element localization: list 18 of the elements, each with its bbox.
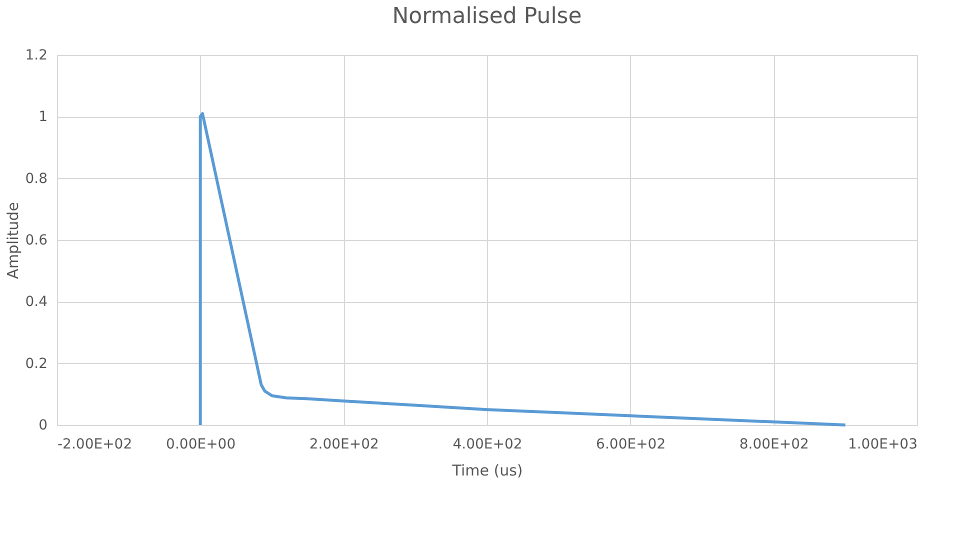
x-axis-title: Time (us) [451,462,523,480]
x-tick-label: 2.00E+02 [309,436,379,452]
x-tick-label: 4.00E+02 [452,436,522,452]
x-tick-label: 6.00E+02 [596,436,666,452]
chart-title: Normalised Pulse [392,4,582,29]
y-tick-label: 0 [38,418,48,434]
y-tick-label: 0.2 [25,356,48,372]
y-tick-label: 1 [38,109,48,126]
x-tick-label: 0.00E+00 [166,436,236,452]
x-tick-label: 8.00E+02 [739,436,809,452]
y-tick-label: 0.8 [25,170,48,187]
x-tick-label: -2.00E+02 [58,436,132,452]
line-series [198,112,847,426]
y-tick-label: 0.4 [25,294,48,310]
y-axis-title: Amplitude [4,202,22,279]
y-tick-label: 1.2 [25,48,48,64]
y-tick-label: 0.6 [25,232,48,248]
x-tick-label: 1.00E+03 [848,436,918,452]
